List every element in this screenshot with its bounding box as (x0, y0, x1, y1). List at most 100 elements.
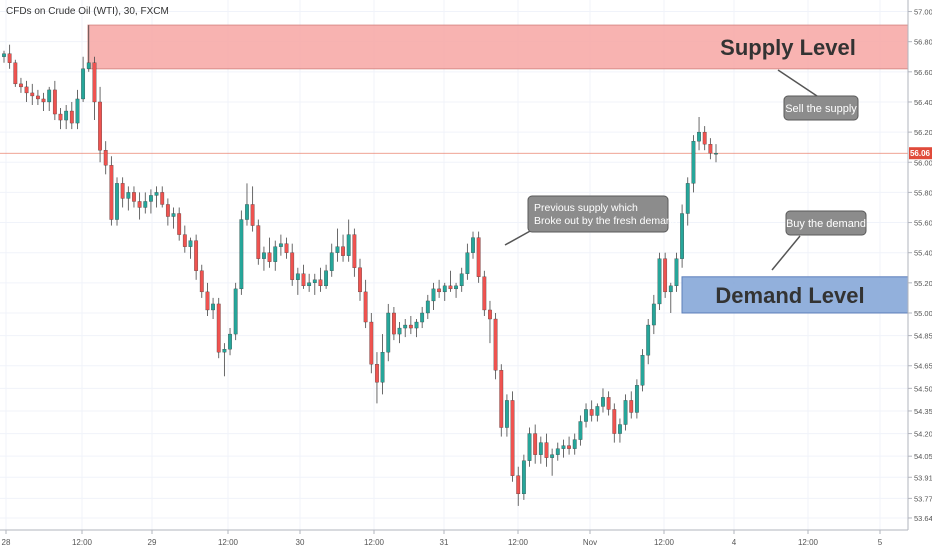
candle-bearish (36, 95, 40, 100)
candle-bullish (471, 237, 475, 253)
candle-bullish (346, 234, 351, 256)
candle-bearish (109, 165, 114, 220)
candle-bullish (154, 192, 159, 196)
candle-bullish (505, 400, 509, 428)
candle-bearish (165, 204, 170, 217)
candle-bearish (510, 400, 515, 476)
candle-bearish (120, 183, 125, 199)
callout-sell-pointer (777, 69, 821, 99)
time-axis[interactable]: 28 12:00 29 12:00 30 12:00 31 12:00 Nov 12:00 4 12:… (2, 530, 883, 547)
candle-bullish (239, 219, 244, 290)
candle-bearish (216, 303, 221, 353)
candle-bullish (538, 442, 543, 455)
candle-bullish (521, 460, 526, 495)
price-tick-label: 53.77 (914, 494, 932, 503)
price-tick-label: 53.91 (914, 473, 932, 482)
candle-bearish (663, 258, 668, 293)
price-tick-label: 54.20 (914, 430, 932, 439)
candle-bearish (137, 201, 142, 208)
candle-bearish (544, 442, 549, 458)
candle-bullish (595, 406, 600, 416)
candle-bearish (708, 144, 713, 154)
candle-bearish (19, 83, 23, 88)
last-price-badge-text: 56.06 (910, 149, 931, 158)
price-tick-label: 55.20 (914, 279, 932, 288)
candle-bullish (64, 110, 69, 121)
candle-bullish (555, 448, 560, 455)
candle-bullish (623, 400, 628, 425)
candle-bullish (601, 397, 605, 407)
price-tick-label: 54.05 (914, 452, 932, 461)
price-tick-label: 54.50 (914, 384, 932, 393)
candle-bullish (674, 258, 679, 287)
price-tick-label: 54.65 (914, 362, 932, 371)
candle-bullish (81, 68, 86, 100)
candle-bullish (143, 201, 148, 208)
candle-bearish (160, 192, 165, 205)
price-tick-label: 56.60 (914, 68, 932, 77)
time-tick-label: 30 (296, 538, 305, 547)
candle-bearish (629, 400, 634, 413)
price-tick-label: 54.85 (914, 332, 932, 341)
candle-bullish (680, 213, 684, 259)
candle-bullish (459, 273, 464, 287)
candle-bullish (295, 273, 300, 280)
candle-bullish (431, 288, 436, 302)
candle-bearish (488, 309, 492, 320)
candle-bearish (256, 225, 261, 259)
time-tick-label: 12:00 (798, 538, 819, 547)
candle-bullish (228, 333, 232, 350)
candle-bearish (612, 409, 617, 434)
candle-bullish (335, 246, 340, 253)
candle-bearish (24, 86, 29, 94)
callout-previous-line1: Previous supply which (534, 202, 638, 214)
candle-bearish (493, 318, 498, 371)
candle-bullish (550, 454, 555, 458)
candle-bearish (177, 213, 182, 235)
time-tick-label: 12:00 (72, 538, 93, 547)
callout-previous-box (527, 195, 669, 233)
candle-bearish (392, 312, 396, 335)
candle-bearish (533, 433, 538, 455)
candle-bullish (618, 424, 622, 434)
candle-bearish (13, 62, 18, 85)
candle-bearish (98, 101, 102, 151)
last-price-badge-box (909, 147, 932, 160)
candle-bearish (476, 237, 481, 277)
candle-bullish (245, 204, 249, 220)
candle-bearish (7, 53, 12, 63)
candle-bullish (403, 324, 408, 329)
time-tick-label: Nov (583, 538, 597, 547)
candles (2, 25, 718, 506)
candle-bearish (182, 234, 187, 247)
price-tick-label: 56.00 (914, 158, 932, 167)
candle-bearish (250, 204, 255, 226)
time-tick-label: 31 (440, 538, 449, 547)
candle-bullish (634, 385, 639, 413)
grid-lines (0, 0, 908, 530)
price-axis[interactable]: 57.00 56.80 56.60 56.40 56.20 56.00 55.80 55.60… (908, 8, 932, 523)
time-tick-label: 28 (2, 538, 11, 547)
candle-bullish (380, 352, 385, 383)
candle-bearish (41, 98, 46, 103)
candle-bullish (646, 324, 651, 356)
candle-bullish (442, 285, 447, 293)
candle-bullish (47, 89, 52, 103)
candle-bullish (222, 349, 227, 353)
candle-bullish (584, 409, 588, 422)
candle-bullish (115, 183, 119, 220)
candle-bearish (284, 243, 289, 253)
time-tick-label: 12:00 (654, 538, 675, 547)
candle-bearish (516, 475, 521, 495)
price-tick-label: 55.80 (914, 188, 932, 197)
candle-bullish (386, 312, 391, 353)
candle-bearish (702, 131, 707, 145)
time-tick-label: 12:00 (218, 538, 239, 547)
candle-bullish (685, 183, 690, 214)
time-tick-label: 5 (878, 538, 883, 547)
price-tick-label: 55.00 (914, 309, 932, 318)
candle-bullish (278, 243, 283, 247)
candle-bearish (69, 110, 74, 124)
